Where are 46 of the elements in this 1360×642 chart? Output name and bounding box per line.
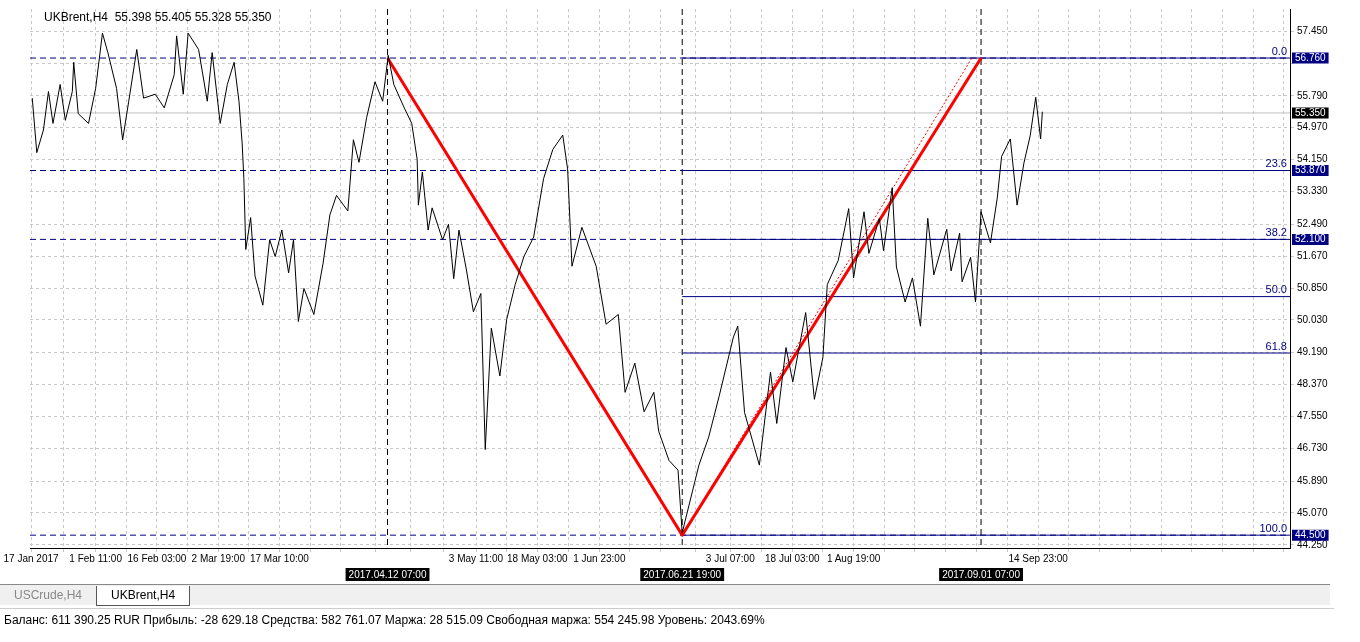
x-tick-label: 14 Sep 23:00 — [1008, 552, 1069, 564]
x-tick-label: 17 Mar 10:00 — [249, 552, 310, 564]
annotation: 0.0 — [1271, 44, 1287, 57]
x-tick-label: 3 May 11:00 — [448, 552, 504, 564]
x-tick-label: 17 Jan 2017 — [3, 552, 59, 564]
y-tick-label: 54.970 — [1297, 121, 1329, 133]
y-tick-label: 50.030 — [1297, 313, 1329, 325]
y-tick-label: 55.790 — [1297, 89, 1329, 101]
x-tick-label: 1 Feb 11:00 — [69, 552, 123, 564]
ref-line-label: 52.100 — [1295, 233, 1327, 245]
ref-line-label: 2017.04.12 07:00 — [348, 568, 427, 580]
x-tick-label: 1 Aug 19:00 — [826, 552, 881, 564]
x-tick-label: 18 May 03:00 — [507, 552, 569, 564]
x-tick-label: 16 Feb 03:00 — [127, 552, 187, 564]
y-tick-label: 51.670 — [1297, 249, 1329, 261]
y-tick-label: 46.730 — [1297, 442, 1329, 454]
y-tick-label: 53.330 — [1297, 185, 1329, 197]
ref-line-label: 55.350 — [1295, 106, 1327, 118]
y-tick-label: 54.150 — [1297, 153, 1329, 165]
annotation: 61.8 — [1265, 339, 1287, 352]
y-tick-label: 45.070 — [1297, 506, 1329, 518]
x-tick-label: 2 Mar 19:00 — [191, 552, 246, 564]
text: Баланс: 611 390.25 RUR Прибыль: -28 629.18 Средства: 582 761.07 Маржа: 28 515.09 Свободная маржа: 554 245.98 Уровень: 2043.69% — [0, 608, 1334, 631]
x-tick-label: 18 Jul 03:00 — [765, 552, 820, 564]
ref-line-label: 53.870 — [1295, 164, 1327, 176]
text: UKBrent,H4 — [96, 586, 191, 606]
ref-line-label: 44.500 — [1295, 528, 1327, 540]
y-tick-label: 50.850 — [1297, 281, 1329, 293]
ref-line-label: 2017.06.21 19:00 — [643, 568, 722, 580]
y-tick-label: 47.550 — [1297, 410, 1329, 422]
chart-title: UKBrent,H4 55.398 55.405 55.328 55.350 — [44, 10, 272, 25]
annotation: 50.0 — [1265, 283, 1287, 296]
y-tick-label: 52.490 — [1297, 217, 1329, 229]
x-tick-label: 1 Jun 23:00 — [573, 552, 626, 564]
y-tick-label: 48.370 — [1297, 378, 1329, 390]
annotation: 100.0 — [1259, 521, 1287, 534]
text: USCrude,H4 — [13, 587, 84, 604]
y-tick-label: 45.890 — [1297, 474, 1329, 486]
ref-line-label: 2017.09.01 07:00 — [942, 568, 1021, 580]
x-tick-label: 3 Jul 07:00 — [705, 552, 756, 564]
ref-line-label: 56.760 — [1295, 51, 1327, 63]
y-tick-label: 49.190 — [1297, 346, 1329, 358]
y-tick-label: 44.250 — [1297, 538, 1329, 550]
annotation: 23.6 — [1265, 157, 1287, 170]
annotation: 38.2 — [1265, 225, 1287, 238]
y-tick-label: 57.450 — [1297, 24, 1329, 36]
